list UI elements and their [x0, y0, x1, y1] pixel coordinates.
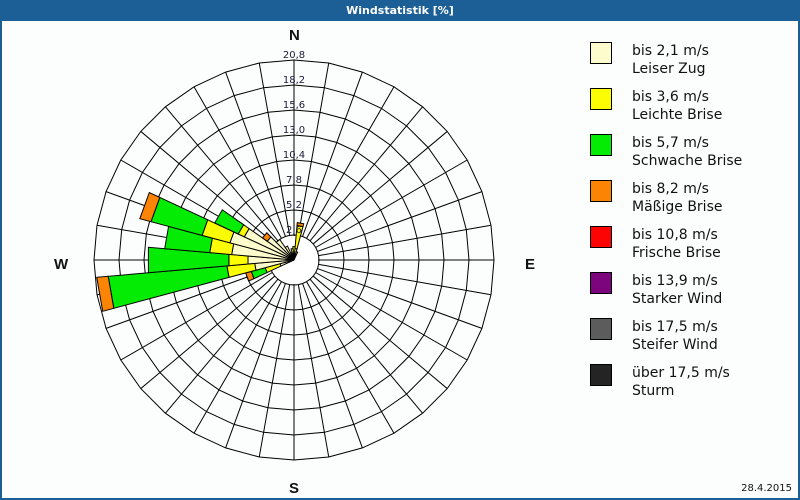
legend-swatch	[590, 180, 612, 202]
legend-swatch	[590, 42, 612, 64]
date-stamp: 28.4.2015	[741, 483, 792, 494]
sector-270	[147, 246, 295, 274]
svg-text:15,6: 15,6	[283, 100, 305, 111]
legend-item: bis 10,8 m/s Frische Brise	[590, 226, 790, 272]
svg-text:2,6: 2,6	[286, 225, 302, 236]
legend-text: bis 13,9 m/s Starker Wind	[632, 272, 722, 308]
compass-west-label: W	[54, 256, 69, 273]
svg-text:20,8: 20,8	[283, 50, 305, 61]
sector-260	[96, 259, 295, 312]
sector-segment	[290, 247, 294, 255]
title-bar: Windstatistik [%]	[0, 0, 800, 21]
legend-speed-label: bis 2,1 m/s	[632, 43, 709, 59]
legend-swatch	[590, 88, 612, 110]
sector-20	[293, 250, 299, 261]
svg-text:13,0: 13,0	[283, 125, 305, 136]
legend-item: bis 5,7 m/s Schwache Brise	[590, 134, 790, 180]
legend-description: Sturm	[632, 383, 675, 399]
legend-text: bis 5,7 m/s Schwache Brise	[632, 134, 742, 170]
legend-description: Steifer Wind	[632, 337, 718, 353]
legend-item: bis 13,9 m/s Starker Wind	[590, 272, 790, 318]
legend-speed-label: bis 10,8 m/s	[632, 227, 718, 243]
legend-description: Leiser Zug	[632, 61, 706, 77]
legend-speed-label: bis 8,2 m/s	[632, 181, 709, 197]
legend-description: Schwache Brise	[632, 153, 743, 169]
legend-item: bis 8,2 m/s Mäßige Brise	[590, 180, 790, 226]
legend-description: Mäßige Brise	[632, 199, 723, 215]
legend-swatch	[590, 364, 612, 386]
legend-swatch	[590, 134, 612, 156]
sector-segment	[213, 209, 245, 235]
sector-300	[213, 209, 295, 261]
legend-text: bis 8,2 m/s Mäßige Brise	[632, 180, 722, 216]
legend-item: bis 3,6 m/s Leichte Brise	[590, 88, 790, 134]
legend-speed-label: bis 3,6 m/s	[632, 89, 709, 105]
legend-speed-label: über 17,5 m/s	[632, 365, 730, 381]
legend-item: über 17,5 m/s Sturm	[590, 364, 790, 410]
radial-tick-labels: 2,6 5,2 7,8 10,4 13,0 15,6 18,2 20,8	[283, 50, 305, 236]
legend-text: bis 3,6 m/s Leichte Brise	[632, 88, 722, 124]
svg-text:18,2: 18,2	[283, 75, 305, 86]
svg-text:10,4: 10,4	[283, 150, 305, 161]
legend-item: bis 2,1 m/s Leiser Zug	[590, 42, 790, 88]
sector-segment	[150, 196, 209, 237]
legend-speed-label: bis 17,5 m/s	[632, 319, 718, 335]
sector-segment	[96, 275, 115, 312]
legend-description: Starker Wind	[632, 291, 723, 307]
compass-east-label: E	[525, 256, 536, 273]
legend-swatch	[590, 272, 612, 294]
compass-north-label: N	[289, 27, 300, 44]
sector-segment	[139, 191, 161, 223]
legend-text: bis 10,8 m/s Frische Brise	[632, 226, 721, 262]
sector-segment	[147, 246, 230, 274]
legend: bis 2,1 m/s Leiser Zug bis 3,6 m/s Leichte …	[590, 42, 790, 410]
window-title: Windstatistik [%]	[346, 4, 454, 17]
polar-grid	[93, 59, 495, 461]
sector-350	[290, 247, 295, 261]
legend-swatch	[590, 226, 612, 248]
legend-text: bis 17,5 m/s Steifer Wind	[632, 318, 718, 354]
sector-segment	[107, 265, 230, 309]
legend-text: über 17,5 m/s Sturm	[632, 364, 730, 400]
legend-speed-label: bis 5,7 m/s	[632, 135, 709, 151]
svg-text:5,2: 5,2	[286, 200, 302, 211]
legend-description: Frische Brise	[632, 245, 721, 261]
legend-text: bis 2,1 m/s Leiser Zug	[632, 42, 709, 78]
svg-text:7,8: 7,8	[286, 175, 302, 186]
legend-speed-label: bis 13,9 m/s	[632, 273, 718, 289]
legend-description: Leichte Brise	[632, 107, 723, 123]
sector-segment	[261, 232, 272, 242]
sector-segment	[296, 222, 305, 228]
legend-swatch	[590, 318, 612, 340]
legend-item: bis 17,5 m/s Steifer Wind	[590, 318, 790, 364]
wind-sectors	[96, 191, 305, 312]
compass-south-label: S	[289, 480, 300, 497]
sector-segment	[294, 250, 299, 257]
